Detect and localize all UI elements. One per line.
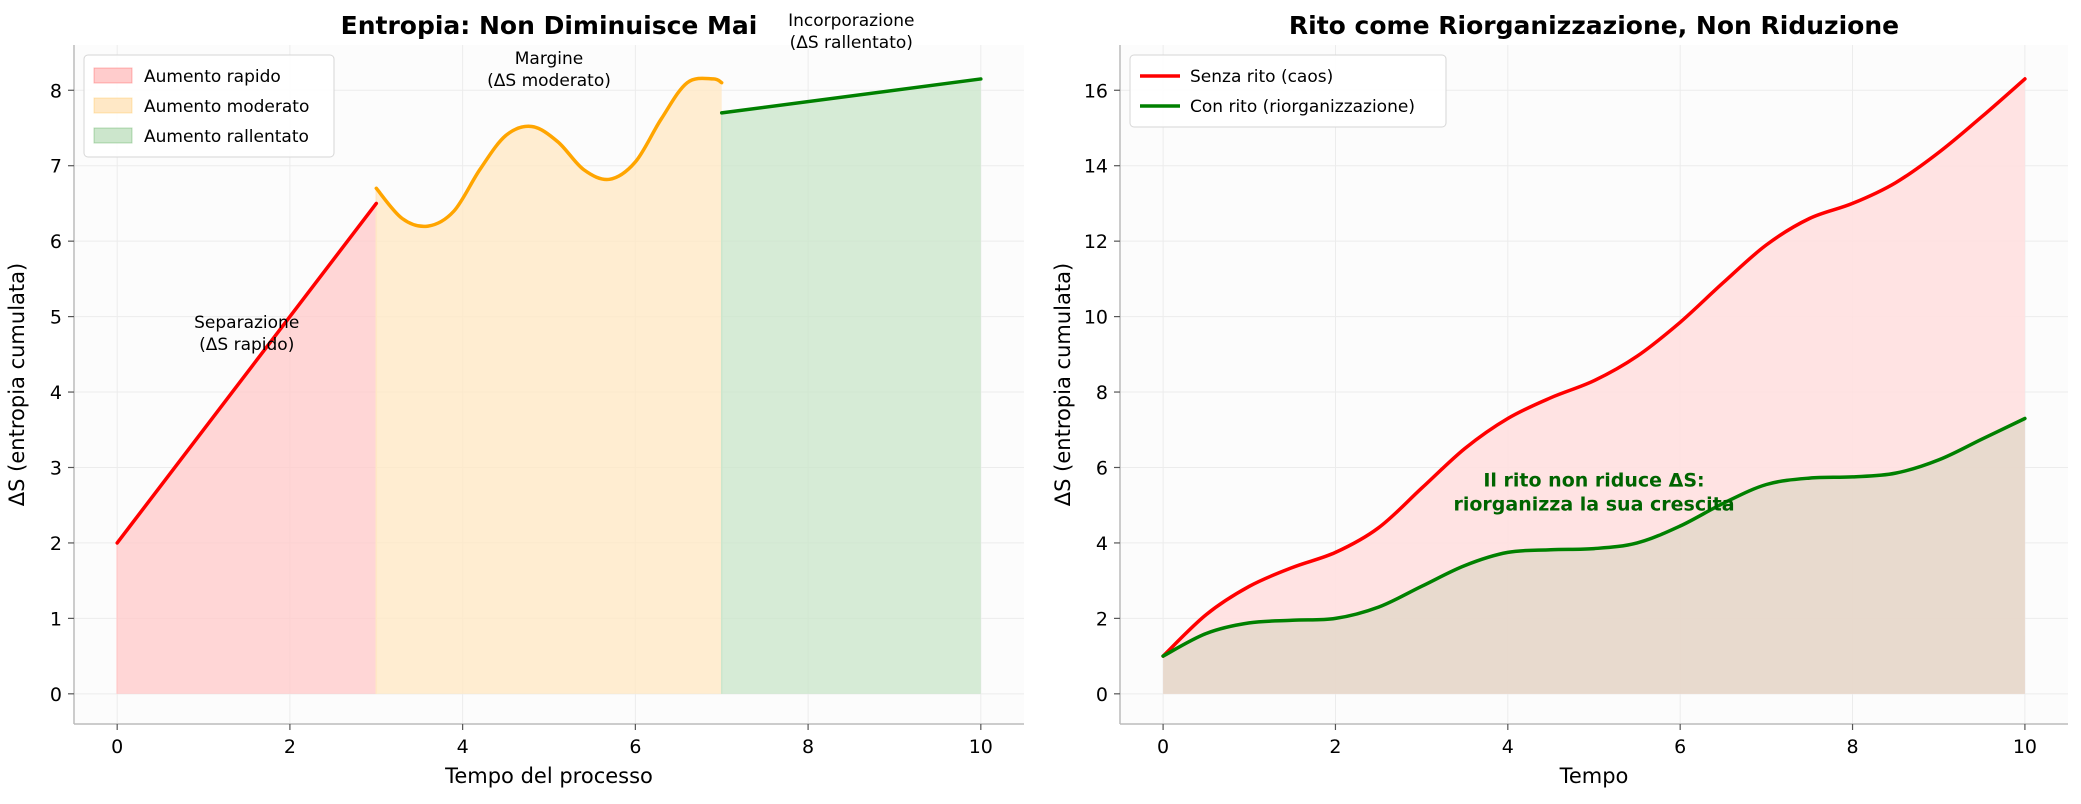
y-tick-label: 8 [50,80,62,102]
series-fill [117,203,377,694]
legend-swatch [93,97,133,114]
series-line [115,201,379,545]
annotation-line: (ΔS rapido) [199,335,294,355]
annotation: Margine (ΔS moderato) [487,49,611,91]
entropy-panel: 0 2 4 6 8 10 0 1 2 3 4 5 6 7 8 Entropia: Non Diminuisce… [5,11,1024,788]
y-tick-label: 0 [1096,684,1108,706]
y-tick-label: 12 [1084,231,1108,253]
chart-title: Rito come Riorganizzazione, Non Riduzion… [1289,11,1899,40]
y-tick-label: 8 [1096,382,1108,404]
y-tick-label: 0 [50,684,62,706]
y-axis-label: ΔS (entropia cumulata) [5,263,29,506]
y-tick-label: 4 [50,382,62,404]
annotation: Separazione (ΔS rapido) [194,313,299,355]
legend-box [1129,54,1447,128]
legend-label: Senza rito (caos) [1190,67,1333,87]
x-tick-label: 0 [1157,736,1169,758]
legend-label: Aumento moderato [144,97,309,117]
series-fill [1163,418,2025,694]
y-tick-label: 2 [1096,608,1108,630]
annotation-line: Il rito non riduce ΔS: [1483,469,1704,491]
y-axis-label: ΔS (entropia cumulata) [1051,263,1075,506]
y-tick-label: 16 [1084,80,1108,102]
x-tick-label: 2 [1329,736,1341,758]
annotation-line: Separazione [194,313,299,333]
x-tick-label: 6 [1674,736,1686,758]
x-axis-label: Tempo [1559,764,1629,788]
series-line [374,76,724,229]
series-fill [376,78,722,694]
annotation-line: Incorporazione [788,11,914,31]
y-tick-label: 6 [1096,457,1108,479]
y-tick-label: 14 [1084,156,1108,178]
annotation-line: Margine [515,49,584,69]
annotation: Incorporazione (ΔS rallentato) [788,11,914,53]
y-tick-label: 7 [50,156,62,178]
x-tick-label: 6 [629,736,641,758]
x-axis-label: Tempo del processo [444,764,653,788]
legend-label: Aumento rallentato [144,127,309,147]
annotation-line: riorganizza la sua crescita [1453,493,1734,515]
y-tick-label: 1 [50,608,62,630]
series-line [1161,77,2027,658]
series-line [1161,416,2027,658]
annotation-line: (ΔS moderato) [487,71,611,91]
chart-title: Entropia: Non Diminuisce Mai [341,11,758,40]
x-tick-label: 8 [1846,736,1858,758]
x-tick-label: 8 [802,736,814,758]
legend-swatch [93,127,133,144]
x-tick-label: 0 [111,736,123,758]
series-line [719,77,983,115]
y-tick-label: 10 [1084,307,1108,329]
legend-swatch [93,67,133,84]
y-tick-label: 4 [1096,533,1108,555]
x-tick-label: 10 [2013,736,2037,758]
annotation-line: (ΔS rallentato) [790,33,913,53]
x-tick-label: 10 [969,736,993,758]
y-tick-label: 6 [50,231,62,253]
y-tick-label: 2 [50,533,62,555]
legend-label: Con rito (riorganizzazione) [1190,97,1415,117]
annotation: Il rito non riduce ΔS: riorganizza la sua… [1453,469,1734,515]
x-tick-label: 2 [284,736,296,758]
y-tick-label: 3 [50,457,62,479]
x-tick-label: 4 [457,736,469,758]
ritual-panel: 0 2 4 6 8 10 0 2 4 6 8 10 12 14 16 Rito come Riorganizz… [1051,11,2068,788]
x-tick-label: 4 [1502,736,1514,758]
series-fill [721,78,981,694]
legend-label: Aumento rapido [144,67,281,87]
y-tick-label: 5 [50,307,62,329]
legend-box [83,54,335,158]
